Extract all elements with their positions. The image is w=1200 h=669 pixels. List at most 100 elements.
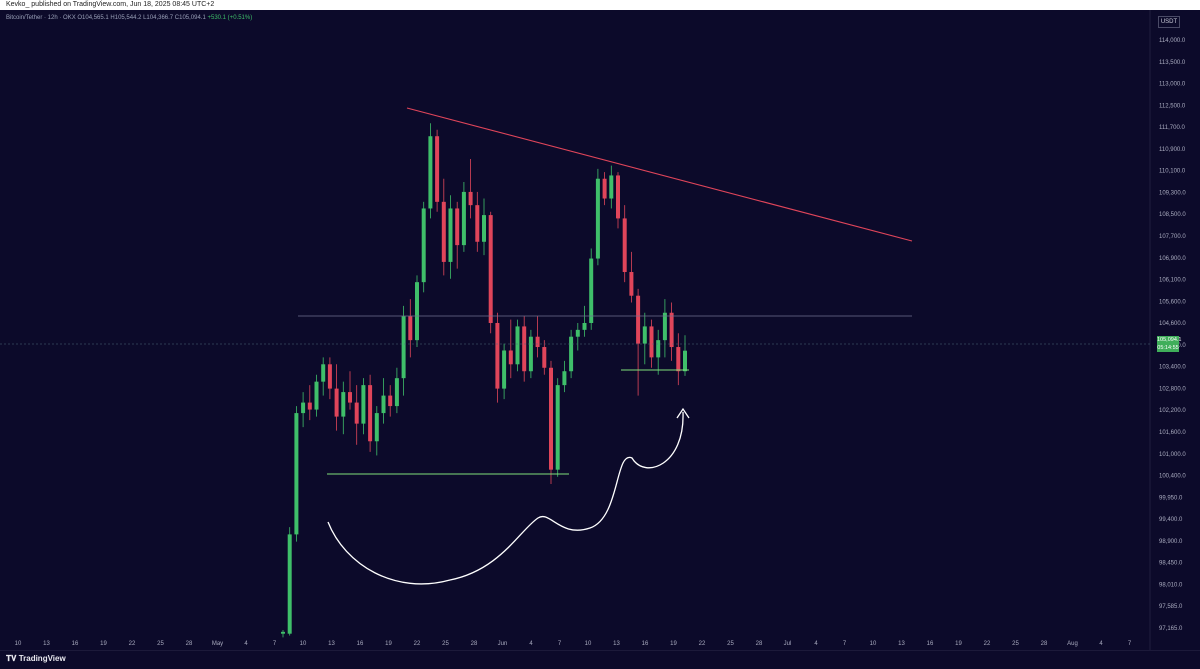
brand-text: TradingView [18,654,66,663]
candle-body [569,336,574,372]
time-tick-label: 13 [898,641,905,647]
time-tick-label: 7 [273,641,277,647]
candle-body [502,350,507,389]
candle-body [408,316,413,341]
candle-body [321,364,326,382]
candle-body [361,385,366,424]
time-tick-label: 16 [72,641,79,647]
candle-body [629,272,634,296]
candle-body [307,402,312,410]
time-tick-label: 10 [300,641,307,647]
price-tick-label: 105,600.0 [1159,299,1186,305]
price-tick-label: 110,100.0 [1159,169,1186,175]
time-tick-label: 16 [927,641,934,647]
time-tick-label: 25 [1012,641,1019,647]
price-tick-label: 114,000.0 [1159,38,1186,44]
candle-body [281,631,285,634]
price-tick-label: 110,900.0 [1159,147,1186,153]
candle-body [508,350,513,365]
candle-body [327,364,332,389]
time-tick-label: 25 [442,641,449,647]
ohlc-values: O104,565.1 H105,544.2 L104,366.7 C105,09… [77,15,206,21]
time-tick-label: 25 [157,641,164,647]
price-tick-label: 100,400.0 [1159,474,1186,480]
candle-body [542,347,547,368]
bar-countdown: 05:14:55 [1157,345,1179,351]
candle-body [341,392,346,417]
candle-body [287,534,292,634]
candle-body [595,178,600,259]
candle-body [549,367,553,470]
candle-body [642,326,647,344]
candle-body [683,350,687,372]
candle-body [461,191,466,246]
time-tick-label: Aug [1067,641,1078,647]
price-tick-label: 98,010.0 [1159,582,1183,588]
price-tick-label: 109,300.0 [1159,190,1186,196]
time-tick-label: 28 [186,641,193,647]
time-tick-label: 28 [471,641,478,647]
time-tick-label: 28 [1041,641,1048,647]
candle-body [401,316,406,379]
symbol-legend: Bitcoin/Tether · 12h · OKX O104,565.1 H1… [6,14,252,22]
price-tick-label: 104,600.0 [1159,321,1186,327]
currency-label[interactable]: USDT [1158,16,1180,28]
price-tick-label: 102,200.0 [1159,408,1186,414]
time-tick-label: Jul [784,641,792,647]
symbol-name[interactable]: Bitcoin/Tether · 12h · OKX [6,15,76,21]
candle-body [475,205,480,242]
publisher-text: Kevko_ published on TradingView.com, Jun… [6,1,215,8]
time-tick-label: 19 [100,641,107,647]
candle-body [676,347,681,372]
price-tick-label: 99,400.0 [1159,517,1183,523]
price-tick-label: 113,500.0 [1159,60,1186,66]
chart-area[interactable]: 114,000.0 113,500.0 113,000.0 112,500.0 111,… [0,10,1200,650]
candle-body [555,385,560,470]
candle-body [582,322,587,330]
price-tick-label: 101,600.0 [1159,430,1186,436]
candle-body [562,371,567,386]
candle-body [656,340,661,358]
candle-body [428,136,433,209]
candle-body [482,215,486,242]
last-price-tag: 105,094.1 05:14:55 [1157,336,1182,352]
price-tick-label: 98,900.0 [1159,539,1183,545]
time-tick-label: 10 [15,641,22,647]
time-tick-label: 10 [585,641,592,647]
time-tick-label: May [212,641,223,647]
last-price-value: 105,094.1 [1157,337,1182,343]
time-tick-label: Jun [498,641,508,647]
candle-body [669,312,674,348]
candle-body [374,413,379,442]
tradingview-logo[interactable]: 𝐓𝐕 TradingView [6,654,66,664]
time-tick-label: 4 [529,641,533,647]
candle-body [314,381,319,410]
price-tick-label: 99,950.0 [1159,495,1183,501]
candle-body [394,378,399,407]
candle-body [468,191,473,206]
candle-body [354,402,359,424]
price-tick-label: 102,800.0 [1159,386,1186,392]
candle-body [421,208,426,283]
price-change: +530.1 (+0.51%) [207,15,253,21]
price-tick-label: 97,585.0 [1159,604,1183,610]
price-tick-label: 97,165.0 [1159,626,1183,632]
price-chart[interactable]: 114,000.0 113,500.0 113,000.0 112,500.0 111,… [0,10,1200,650]
candle-body [334,388,339,417]
publisher-bar: Kevko_ published on TradingView.com, Jun… [0,0,1200,10]
candle-body [348,392,352,403]
time-tick-label: 22 [129,641,136,647]
candle-body [435,136,440,202]
time-tick-label: 16 [357,641,364,647]
candle-body [448,208,453,262]
time-tick-label: 7 [843,641,847,647]
arrow-head-icon [676,407,690,419]
candle-body [528,336,533,372]
candle-body [636,295,641,344]
time-tick-label: 22 [699,641,706,647]
time-tick-label: 13 [43,641,50,647]
price-tick-label: 113,000.0 [1159,82,1186,88]
time-tick-label: 13 [613,641,620,647]
price-tick-label: 107,700.0 [1159,234,1186,240]
candle-body [495,322,500,389]
